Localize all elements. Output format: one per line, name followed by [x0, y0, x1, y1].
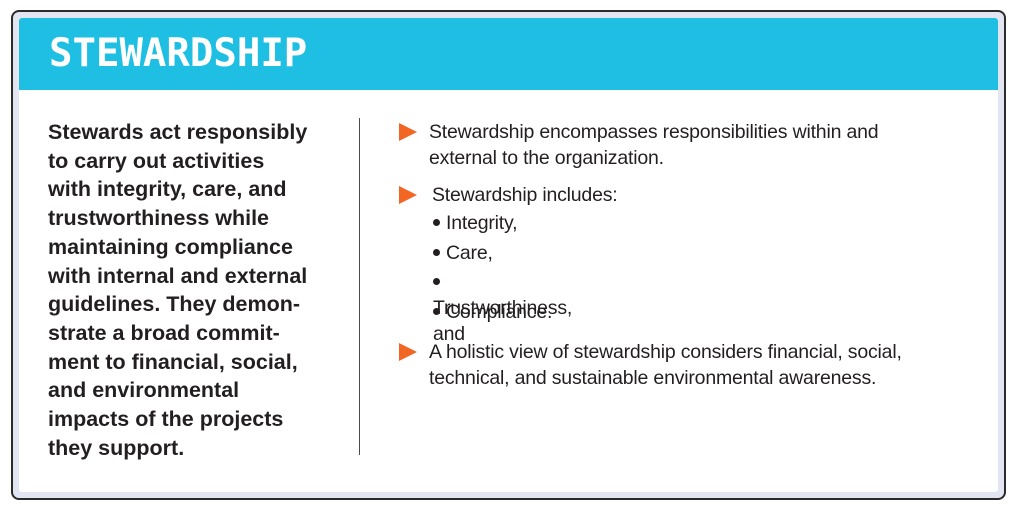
- bullet-item: Trustworthiness, and: [433, 269, 572, 345]
- key-point-text: Stewardship includes:: [432, 182, 952, 208]
- definition-line: ment to financial, social,: [48, 349, 298, 374]
- bullet-dot-icon: [433, 219, 440, 226]
- bullet-item: Compliance.: [433, 299, 572, 329]
- key-point-line: external to the organization.: [429, 147, 664, 169]
- bullet-item: Care,: [433, 240, 572, 270]
- bullet-text: Trustworthiness, and: [433, 297, 573, 345]
- definition-text: Stewards act responsibly to carry out ac…: [48, 118, 328, 462]
- definition-line: Stewards act responsibly: [48, 120, 308, 144]
- bullet-text: Integrity,: [446, 212, 518, 234]
- orange-triangle-arrow-icon: [399, 343, 417, 361]
- key-point-line: A holistic view of stewardship considers…: [429, 341, 902, 363]
- orange-triangle-arrow-icon: [399, 186, 417, 204]
- definition-line: impacts of the projects: [48, 407, 284, 432]
- definition-line: with integrity, care, and: [48, 177, 287, 202]
- definition-line: with internal and external: [48, 263, 308, 288]
- bullet-list: Integrity, Care, Trustworthiness, and Co…: [433, 210, 572, 345]
- bullet-text: Care,: [446, 241, 493, 264]
- bullet-text: Compliance.: [446, 300, 553, 323]
- definition-line: strate a broad commit-: [48, 320, 280, 345]
- bullet-dot-icon: [433, 307, 440, 315]
- key-point-line: Stewardship includes:: [432, 184, 618, 206]
- page-title: STEWARDSHIP: [49, 31, 308, 76]
- key-point-text: A holistic view of stewardship considers…: [429, 339, 949, 391]
- stewardship-panel: STEWARDSHIP Stewards act responsibly to …: [19, 18, 998, 492]
- definition-line: and environmental: [48, 378, 240, 403]
- definition-line: to carry out activities: [48, 148, 265, 173]
- key-point-line: Stewardship encompasses responsibilities…: [429, 121, 879, 143]
- header-bar: STEWARDSHIP: [19, 18, 998, 90]
- key-point-line: technical, and sustainable environmental…: [429, 367, 877, 389]
- definition-line: maintaining compliance: [48, 234, 293, 259]
- definition-line: trustworthiness while: [48, 206, 270, 231]
- definition-line: guidelines. They demon-: [48, 292, 301, 317]
- key-point-text: Stewardship encompasses responsibilities…: [429, 119, 949, 171]
- bullet-dot-icon: [433, 248, 440, 256]
- definition-line: they support.: [48, 435, 185, 460]
- bullet-dot-icon: [433, 278, 440, 285]
- orange-triangle-arrow-icon: [399, 123, 417, 141]
- bullet-item: Integrity,: [433, 210, 572, 240]
- column-divider: [359, 118, 360, 455]
